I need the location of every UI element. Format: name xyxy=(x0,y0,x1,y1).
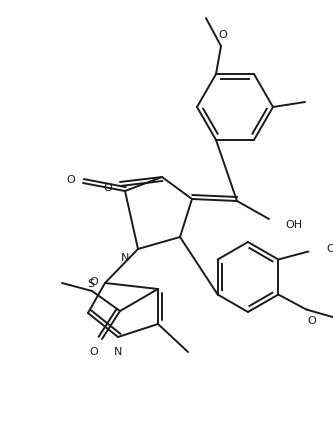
Text: O: O xyxy=(67,175,75,184)
Text: O: O xyxy=(307,315,316,325)
Text: O: O xyxy=(90,346,98,356)
Text: O: O xyxy=(90,276,98,286)
Text: OH: OH xyxy=(326,244,333,254)
Text: S: S xyxy=(88,279,95,288)
Text: O: O xyxy=(219,30,227,40)
Text: O: O xyxy=(104,183,112,193)
Text: N: N xyxy=(121,252,129,262)
Text: N: N xyxy=(114,346,122,356)
Text: OH: OH xyxy=(285,219,302,230)
